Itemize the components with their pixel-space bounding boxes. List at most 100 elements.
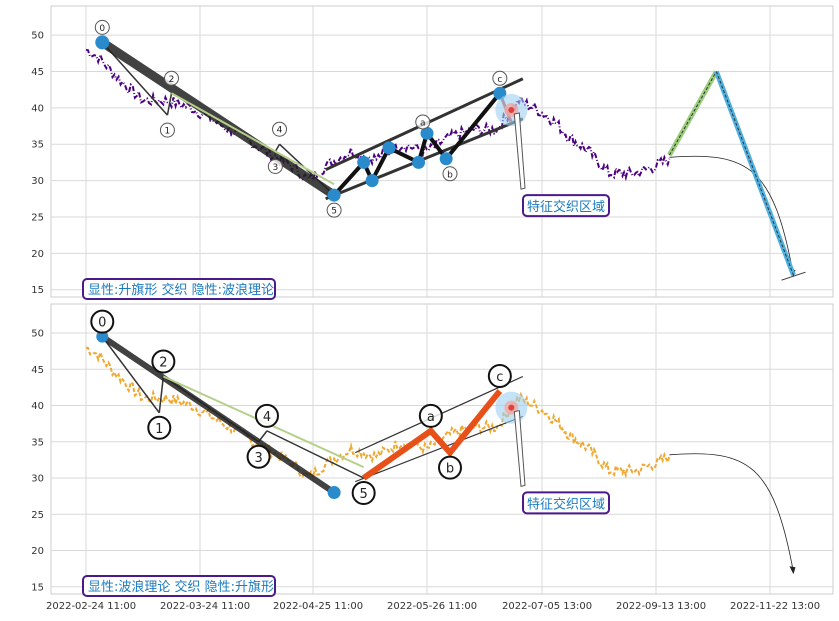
projection-target-tick bbox=[781, 271, 806, 281]
x-tick-label: 2022-05-26 11:00 bbox=[387, 601, 477, 612]
wave-label-text: 5 bbox=[331, 207, 337, 217]
wave-label-circle bbox=[94, 19, 110, 35]
wave-label-circle bbox=[438, 455, 462, 480]
x-tick-label: 2022-03-24 11:00 bbox=[160, 601, 250, 612]
y-tick-label: 45 bbox=[31, 67, 44, 78]
wave-label-circle bbox=[147, 415, 172, 440]
annotation-arrow bbox=[513, 410, 526, 488]
wave-leg bbox=[101, 336, 160, 414]
wave-label-text: a bbox=[420, 118, 426, 128]
swing-point-marker bbox=[420, 126, 434, 140]
y-tick-label: 30 bbox=[31, 176, 44, 187]
wave-leg bbox=[274, 143, 281, 152]
x-tick-label: 2022-02-24 11:00 bbox=[46, 601, 136, 612]
swing-point-marker bbox=[365, 174, 379, 188]
swing-point-marker bbox=[412, 155, 426, 169]
wave-label-text: 3 bbox=[272, 163, 278, 173]
y-tick-label: 50 bbox=[31, 329, 44, 340]
wave-label-text: 3 bbox=[254, 451, 262, 466]
wave-label-circle bbox=[246, 444, 271, 469]
wave-label-text: 2 bbox=[169, 75, 175, 85]
wave-leg bbox=[166, 93, 173, 116]
wave-label-text: 1 bbox=[165, 127, 171, 137]
pattern-label-text: 显性:升旗形 交织 隐性:波浪理论 bbox=[88, 282, 274, 298]
wave-label-text: a bbox=[427, 410, 435, 425]
swing-point-marker bbox=[439, 152, 453, 166]
x-tick-label: 2022-11-22 13:00 bbox=[730, 601, 820, 612]
wave-label-text: 5 bbox=[360, 487, 368, 502]
y-tick-label: 20 bbox=[31, 546, 44, 557]
x-tick-label: 2022-04-25 11:00 bbox=[273, 601, 363, 612]
impulse-trendline bbox=[100, 334, 336, 495]
corrective-abc-line bbox=[361, 389, 503, 481]
y-tick-label: 50 bbox=[31, 31, 44, 42]
wave-label-circle bbox=[164, 70, 179, 86]
wave-leg bbox=[158, 376, 165, 413]
y-tick-label: 25 bbox=[31, 212, 44, 223]
wave-label-circle bbox=[492, 70, 508, 86]
annotation-box bbox=[522, 491, 610, 515]
interweave-zone-center bbox=[508, 107, 515, 114]
annotation-label: 特征交织区域 bbox=[527, 199, 605, 215]
x-tick-label: 2022-09-13 13:00 bbox=[616, 601, 706, 612]
projection-zigzag-down-dash bbox=[715, 71, 794, 276]
x-tick-label: 2022-07-05 13:00 bbox=[502, 601, 592, 612]
wave-label-circle bbox=[418, 403, 443, 428]
y-tick-label: 35 bbox=[31, 437, 44, 448]
swing-point-marker bbox=[327, 486, 341, 499]
wave-fill-leg bbox=[171, 92, 335, 186]
y-tick-label: 35 bbox=[31, 140, 44, 151]
projection-arc-arrowhead bbox=[789, 566, 796, 575]
annotation-label: 特征交织区域 bbox=[527, 496, 605, 512]
wave-label-circle bbox=[159, 122, 175, 138]
wave-label-text: 1 bbox=[155, 422, 163, 437]
wave-label-circle bbox=[151, 349, 176, 374]
plot-frame bbox=[50, 303, 834, 595]
wave-leg bbox=[266, 430, 364, 479]
y-tick-label: 20 bbox=[31, 249, 44, 260]
swing-point-marker bbox=[96, 330, 109, 343]
y-tick-label: 45 bbox=[31, 365, 44, 376]
swing-point-marker bbox=[357, 155, 371, 169]
swing-point-marker bbox=[382, 141, 396, 155]
y-tick-label: 40 bbox=[31, 401, 44, 412]
wave-label-text: 4 bbox=[263, 410, 271, 425]
y-tick-label: 25 bbox=[31, 510, 44, 521]
pattern-label-box bbox=[82, 575, 276, 597]
swing-point-marker bbox=[95, 35, 110, 50]
annotation-box bbox=[522, 194, 610, 218]
channel-lower-line bbox=[355, 415, 524, 483]
price-series-line bbox=[85, 346, 671, 481]
annotation-arrow bbox=[513, 112, 526, 190]
projection-arc bbox=[669, 453, 794, 573]
wave-label-circle bbox=[326, 202, 342, 218]
channel-lower-line bbox=[325, 117, 524, 201]
y-tick-label: 15 bbox=[31, 285, 44, 296]
wave-label-circle bbox=[442, 166, 458, 182]
interweave-zone-center bbox=[508, 404, 515, 411]
wave-label-text: c bbox=[496, 370, 503, 385]
wave-label-circle bbox=[351, 481, 376, 505]
swing-point-marker bbox=[327, 188, 341, 202]
wave-label-circle bbox=[267, 159, 283, 174]
wave-label-circle bbox=[487, 364, 512, 388]
wave-label-text: b bbox=[447, 170, 453, 180]
wave-label-circle bbox=[90, 309, 115, 334]
wave-label-circle bbox=[254, 403, 279, 428]
y-tick-label: 30 bbox=[31, 474, 44, 485]
y-tick-label: 40 bbox=[31, 103, 44, 114]
wave-label-circle bbox=[415, 114, 431, 130]
wave-label-text: c bbox=[497, 75, 502, 85]
wave-label-text: 0 bbox=[99, 24, 105, 34]
wave-label-text: 4 bbox=[277, 126, 283, 136]
y-tick-label: 15 bbox=[31, 582, 44, 593]
wave-label-circle bbox=[272, 121, 288, 137]
projection-zigzag-up-dash bbox=[668, 71, 717, 156]
wave-label-text: 2 bbox=[159, 356, 167, 371]
wave-label-text: 0 bbox=[98, 316, 106, 331]
pattern-label-box bbox=[82, 278, 276, 300]
